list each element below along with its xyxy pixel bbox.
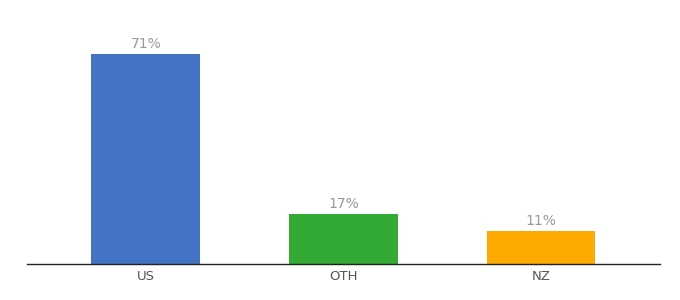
Text: 11%: 11% — [526, 214, 556, 228]
Text: 71%: 71% — [131, 37, 161, 51]
Text: 17%: 17% — [328, 197, 359, 211]
Bar — [91, 54, 200, 264]
Bar — [289, 214, 398, 264]
Bar — [487, 231, 596, 264]
